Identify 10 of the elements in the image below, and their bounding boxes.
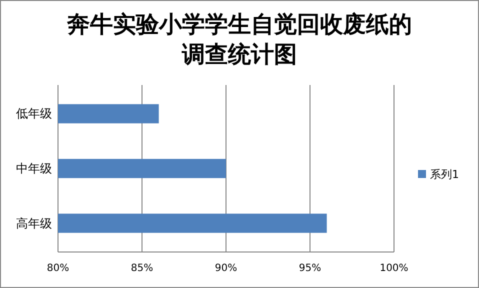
- x-tick-label: 100%: [380, 263, 408, 274]
- x-tick-label: 80%: [46, 263, 70, 274]
- chart-title: 奔牛实验小学学生自觉回收废纸的调查统计图: [66, 11, 412, 68]
- y-tick-label: 高年级: [16, 216, 52, 230]
- x-tick-label: 85%: [130, 263, 154, 274]
- y-tick-label: 中年级: [16, 162, 52, 176]
- legend-label: 系列1: [430, 168, 459, 181]
- y-tick-label: 低年级: [16, 106, 52, 121]
- x-tick-label: 90%: [214, 263, 238, 274]
- x-tick-label: 95%: [298, 263, 322, 274]
